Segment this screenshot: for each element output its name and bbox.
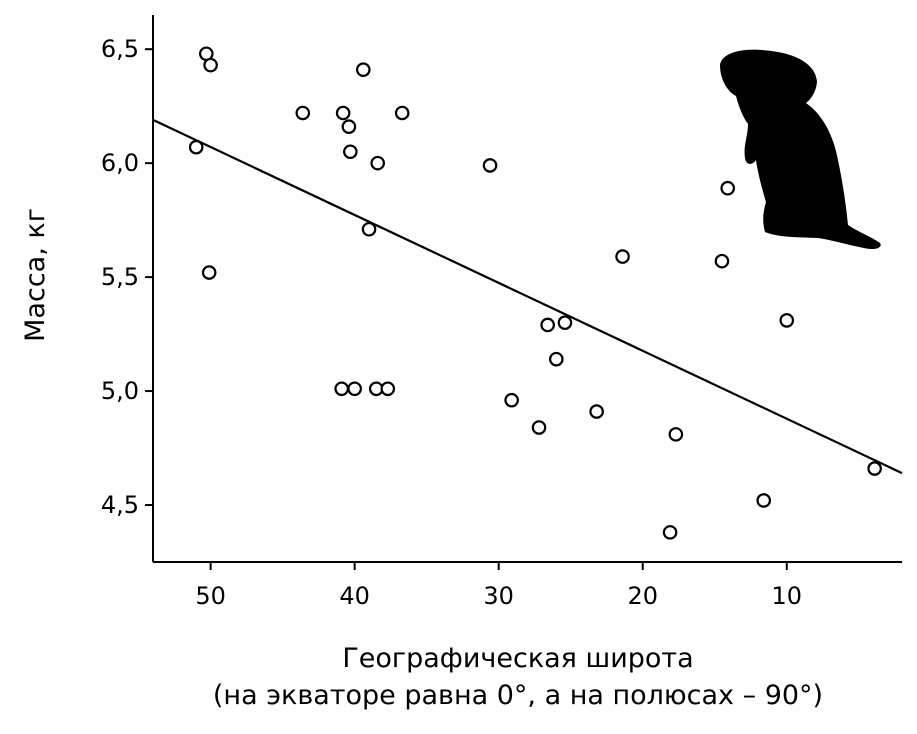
data-point — [355, 62, 371, 77]
data-point — [756, 493, 772, 508]
data-point — [540, 317, 555, 333]
y-ticks: 6,5 6,0 5,5 5,0 4,5 — [101, 35, 153, 519]
data-point — [662, 525, 678, 540]
data-points — [188, 46, 882, 540]
y-tick-label: 6,5 — [101, 35, 139, 63]
data-point — [779, 313, 795, 328]
data-point — [295, 105, 311, 121]
data-point — [394, 105, 410, 121]
x-tick-label: 20 — [627, 582, 658, 610]
data-point — [347, 381, 362, 397]
data-point — [334, 381, 349, 397]
data-point — [668, 427, 684, 442]
data-point — [343, 144, 358, 160]
x-tick-label: 30 — [483, 582, 514, 610]
data-point — [557, 315, 573, 330]
data-point — [335, 105, 351, 121]
marmot-silhouette-icon — [720, 49, 881, 250]
x-axis-note: (на экваторе равна 0°, а на полюсах – 90… — [213, 680, 823, 711]
x-tick-label: 10 — [771, 582, 802, 610]
data-point — [531, 420, 547, 435]
data-point — [589, 404, 604, 419]
x-tick-label: 40 — [339, 582, 370, 610]
y-axis-title: Масса, кг — [20, 208, 51, 342]
data-point — [203, 57, 218, 73]
y-tick-label: 5,5 — [101, 263, 139, 291]
data-point — [380, 381, 396, 397]
data-point — [720, 180, 736, 196]
data-point — [867, 461, 882, 476]
data-point — [549, 351, 564, 367]
regression-line — [152, 118, 903, 475]
x-axis-title: Географическая широта — [342, 643, 693, 674]
data-point — [504, 392, 519, 408]
y-tick-label: 5,0 — [101, 377, 139, 405]
data-point — [615, 249, 630, 264]
y-tick-label: 6,0 — [101, 149, 139, 177]
x-tick-label: 50 — [195, 582, 226, 610]
data-point — [714, 253, 730, 269]
data-point — [370, 155, 385, 171]
marmot-silhouette-icon-body — [720, 49, 881, 250]
axes: 6,5 6,0 5,5 5,0 4,5 50 40 30 20 10 — [101, 15, 902, 610]
x-ticks: 50 40 30 20 10 — [195, 562, 802, 610]
data-point — [482, 158, 498, 173]
data-point — [201, 265, 217, 280]
data-point — [341, 119, 357, 134]
y-tick-label: 4,5 — [101, 491, 139, 519]
data-point — [361, 221, 377, 237]
